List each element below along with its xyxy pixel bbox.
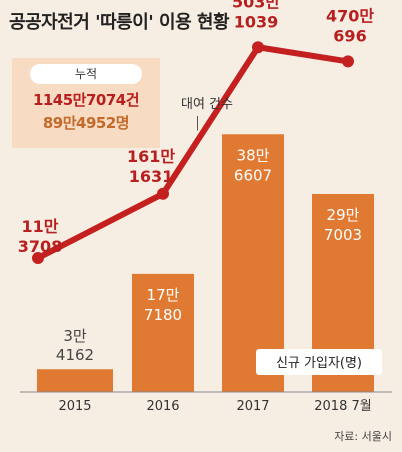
line-data-label: 1039 xyxy=(234,12,279,31)
line-point-2016 xyxy=(157,187,169,200)
cumulative-summary-box: 누적 1145만7074건 89만4952명 xyxy=(12,58,160,148)
line-data-label: 696 xyxy=(333,26,366,45)
line-data-label: 503만 xyxy=(232,0,280,11)
line-point-2015 xyxy=(32,252,44,264)
x-tick-label: 2017 xyxy=(236,399,269,414)
x-tick-labels: 2015 2016 2017 2018 7월 xyxy=(58,399,371,414)
bar-2015 xyxy=(37,369,113,392)
bar-data-label: 29만 xyxy=(327,206,360,224)
line-data-label: 11만 xyxy=(22,217,59,236)
line-series-label: 대여 건수 xyxy=(181,97,233,112)
line-data-label: 3708 xyxy=(18,237,63,256)
bar-series-legend-box xyxy=(256,349,382,375)
x-tick-label: 2015 xyxy=(58,399,91,414)
bar-data-label: 38만 xyxy=(237,146,270,164)
x-tick-label: 2018 7월 xyxy=(314,399,371,414)
line-data-label: 161만 xyxy=(127,147,175,166)
line-point-2017 xyxy=(252,41,264,54)
bar-data-label: 17만 xyxy=(147,286,180,304)
chart-title: 공공자전거 '따릉이' 이용 현황 xyxy=(9,12,230,33)
line-data-label: 470만 xyxy=(326,6,374,25)
summary-label: 누적 xyxy=(30,64,142,84)
line-data-label: 1631 xyxy=(129,167,174,186)
summary-total-members: 89만4952명 xyxy=(42,114,130,132)
bar-series-label: 신규 가입자(명) xyxy=(276,356,362,371)
source-note: 자료: 서울시 xyxy=(334,430,392,443)
bar-2016 xyxy=(132,273,194,392)
bar-data-label: 3만 xyxy=(63,327,87,345)
summary-total-rentals: 1145만7074건 xyxy=(32,91,140,109)
bar-data-label: 7003 xyxy=(324,226,362,244)
bar-data-label: 6607 xyxy=(234,166,272,184)
bar-data-label: 7180 xyxy=(144,306,182,324)
bar-data-label: 4162 xyxy=(56,346,94,364)
x-tick-label: 2016 xyxy=(146,399,179,414)
line-point-2018 7월 xyxy=(342,55,354,68)
line-path xyxy=(35,44,351,261)
